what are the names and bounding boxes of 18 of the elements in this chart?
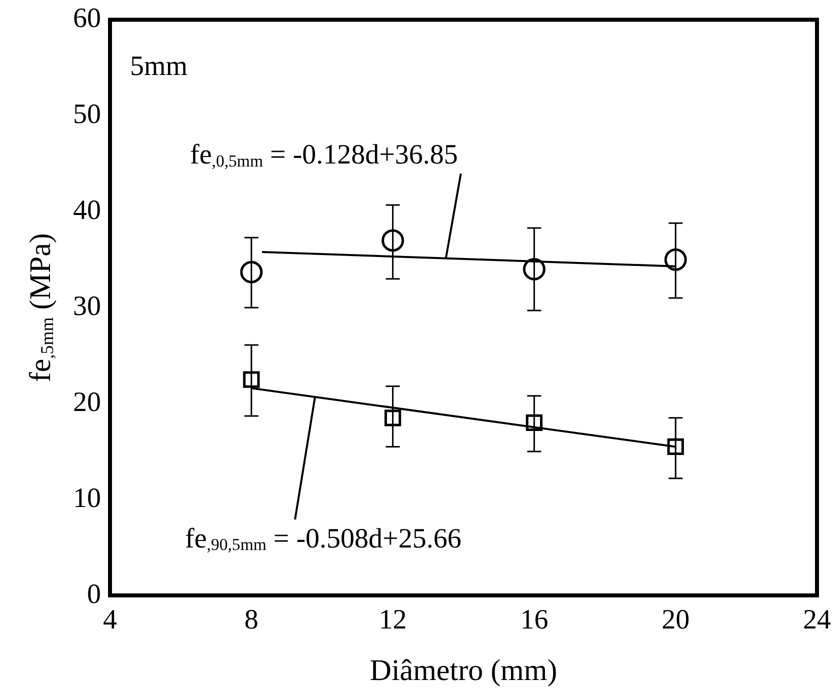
x-axis-title: Diâmetro (mm) xyxy=(370,654,558,687)
x-tick-label: 20 xyxy=(662,604,690,636)
y-tick-label: 20 xyxy=(73,386,101,418)
y-tick-label: 0 xyxy=(87,578,101,610)
y-tick-label: 50 xyxy=(73,99,101,130)
annotation: 5mm xyxy=(130,50,188,82)
y-tick-label: 30 xyxy=(73,290,101,322)
y-tick-label: 60 xyxy=(73,3,101,34)
y-tick-label: 40 xyxy=(73,195,101,226)
x-tick-label: 24 xyxy=(803,604,831,636)
x-tick-label: 4 xyxy=(103,604,117,636)
annotation: fe,0,5mm = -0.128d+36.85 xyxy=(190,140,458,171)
x-tick-label: 12 xyxy=(378,604,407,636)
x-tick-label: 8 xyxy=(244,604,258,636)
y-axis-title: fe,5mm (MPa) xyxy=(24,233,57,382)
annotation: fe,90,5mm = -0.508d+25.66 xyxy=(185,523,462,554)
y-tick-label: 10 xyxy=(73,482,101,514)
x-tick-label: 16 xyxy=(520,604,548,636)
